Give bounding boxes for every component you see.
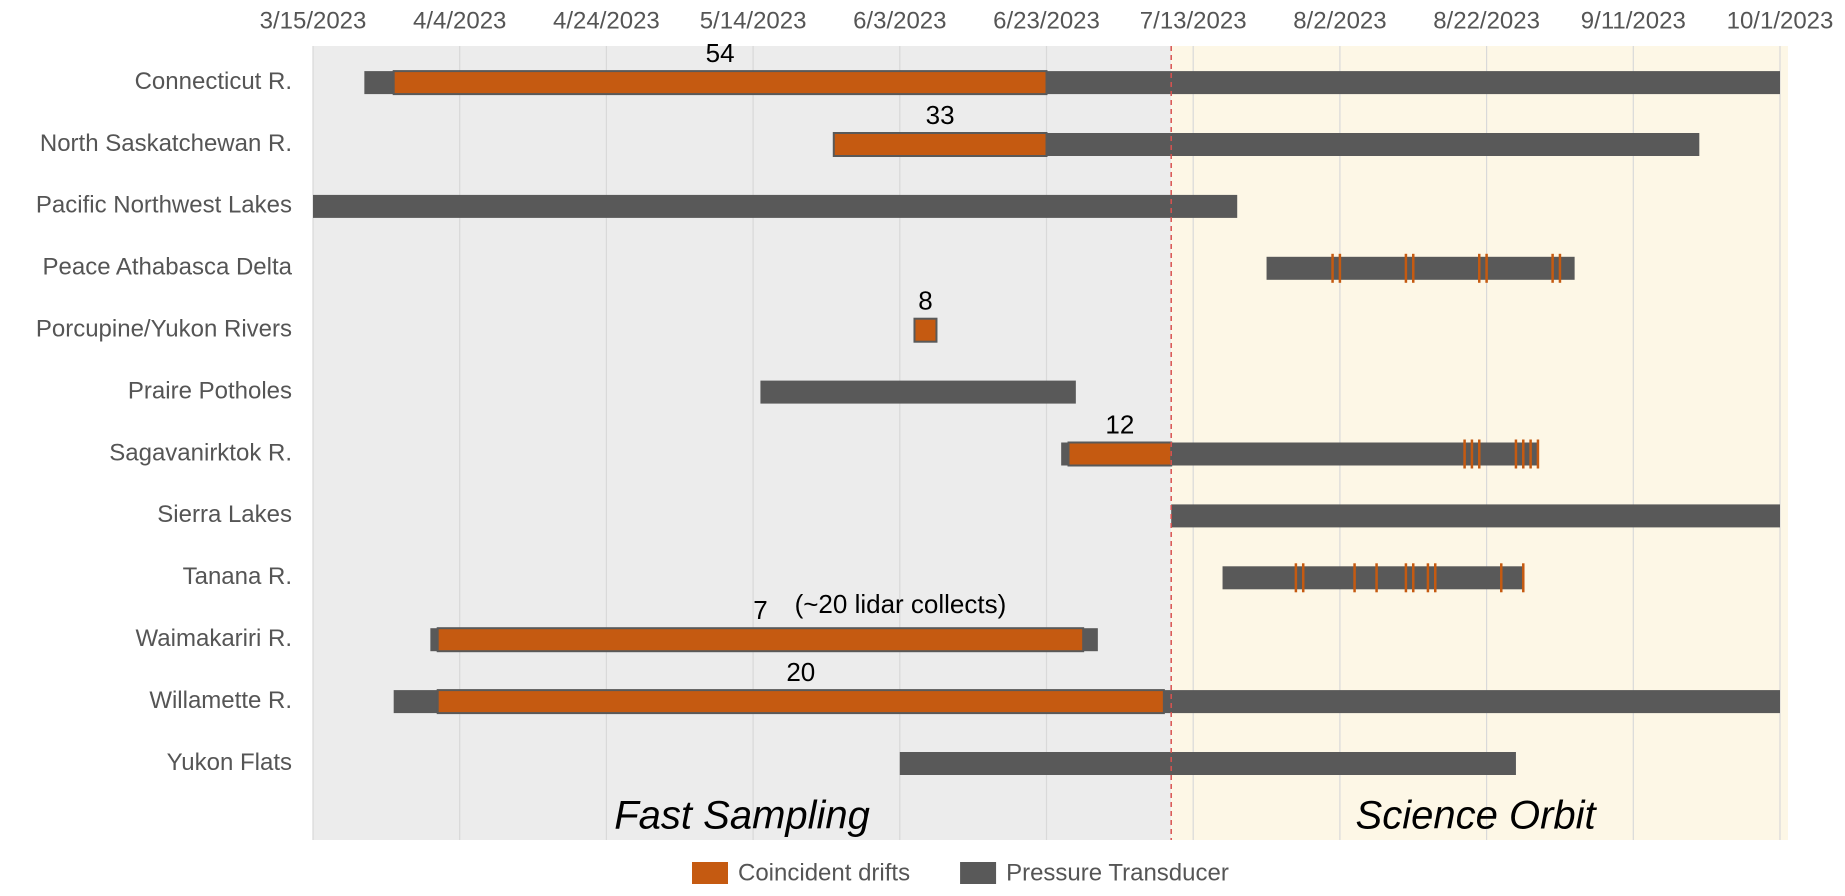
data-label: 33 [926,100,955,130]
y-tick-label: Tanana R. [183,563,292,590]
x-tick-label: 8/22/2023 [1433,7,1540,34]
range-bar [760,380,1076,404]
legend-label: Coincident drifts [738,859,910,886]
y-tick-label: North Saskatchewan R. [40,130,292,157]
x-tick-label: 8/2/2023 [1293,7,1386,34]
y-tick-label: Praire Potholes [128,377,292,404]
y-tick-label: Sagavanirktok R. [109,439,292,466]
legend-swatch [960,862,997,884]
data-label: 8 [918,286,932,316]
y-tick-label: Porcupine/Yukon Rivers [36,316,292,343]
range-bar [1222,566,1524,590]
x-tick-label: 4/4/2023 [413,7,506,34]
x-tick-label: 3/15/2023 [260,7,367,34]
data-label: 20 [786,657,815,687]
range-bar [1171,504,1780,528]
x-tick-label: 9/11/2023 [1581,7,1686,34]
y-tick-label: Pacific Northwest Lakes [36,192,292,219]
y-tick-label: Willamette R. [149,687,292,714]
range-bar [1266,256,1575,280]
y-tick-label: Sierra Lakes [157,501,292,528]
range-bar [833,133,1700,156]
range-bar [392,70,1048,96]
range-bar [899,752,1516,775]
y-tick-label: Connecticut R. [135,68,292,95]
y-tick-label: Waimakariri R. [136,625,292,652]
phase-label: Science Orbit [1356,794,1598,838]
x-tick-label: 5/14/2023 [700,7,807,34]
x-tick-label: 6/3/2023 [853,7,946,34]
range-bar [436,627,1085,653]
annotation: (~20 lidar collects) [795,589,1007,619]
data-label: 12 [1105,409,1134,439]
range-bar [313,194,1238,218]
phase-label: Fast Sampling [614,794,870,838]
y-tick-label: Yukon Flats [167,749,292,776]
legend-swatch [692,862,728,884]
range-bar [913,317,938,343]
x-tick-label: 4/24/2023 [553,7,660,34]
x-tick-label: 6/23/2023 [993,7,1100,34]
data-label: 7 [753,595,767,625]
legend-label: Pressure Transducer [1006,859,1229,886]
x-tick-label: 10/1/2023 [1727,7,1834,34]
range-bar [832,132,1048,157]
data-label: 54 [706,38,735,68]
y-tick-label: Peace Athabasca Delta [42,254,292,281]
range-bar [436,689,1165,715]
phase-background [313,46,1172,840]
range-bar [1067,441,1173,467]
x-tick-label: 7/13/2023 [1140,7,1247,34]
range-bar [1061,442,1538,466]
